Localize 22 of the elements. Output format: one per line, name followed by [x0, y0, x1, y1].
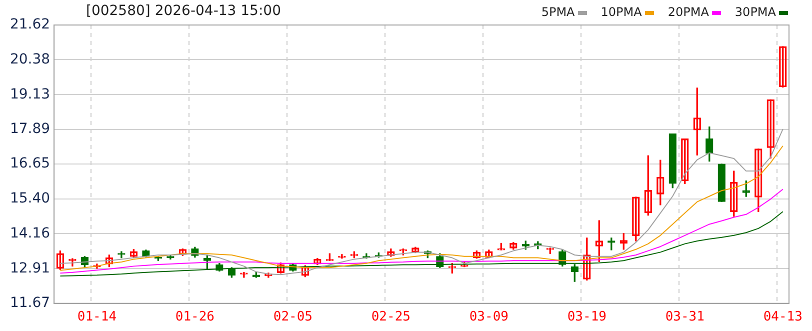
- x-tick-label: 03-09: [469, 310, 508, 325]
- x-tick-label: 03-19: [567, 310, 606, 325]
- x-tick-label: 01-26: [175, 310, 215, 325]
- x-tick-label: 02-05: [273, 310, 312, 325]
- x-tick-label: 03-31: [665, 310, 704, 325]
- x-tick-label: 01-14: [77, 310, 117, 325]
- legend-label: 5PMA: [541, 5, 575, 19]
- y-tick-label: 21.62: [10, 16, 50, 33]
- legend-label: 20PMA: [668, 5, 709, 19]
- x-tick-label: 04-13: [763, 310, 802, 325]
- y-tick-label: 11.67: [10, 295, 50, 312]
- x-tick-label: 02-25: [371, 310, 410, 325]
- y-tick-label: 12.91: [10, 260, 50, 276]
- y-tick-label: 17.89: [10, 121, 50, 138]
- y-tick-label: 16.65: [10, 156, 50, 172]
- legend-label: 30PMA: [734, 5, 776, 19]
- y-tick-label: 19.13: [10, 86, 50, 102]
- y-tick-label: 20.38: [10, 51, 50, 68]
- y-tick-label: 14.16: [10, 225, 50, 242]
- legend-label: 10PMA: [600, 5, 642, 19]
- y-tick-label: 15.40: [10, 190, 50, 207]
- chart-title: [002580] 2026-04-13 15:00: [86, 3, 281, 19]
